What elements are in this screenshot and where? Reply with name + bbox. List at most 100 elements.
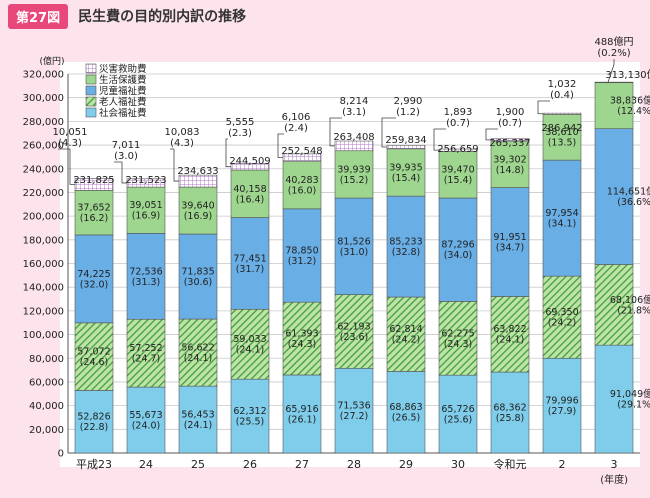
segment-value-label: 81,526 (31.0) (337, 236, 370, 258)
segment-value-label: 62,275 (24.3) (441, 328, 474, 350)
segment-value-label: 61,393 (24.3) (285, 329, 318, 351)
segment-value-label: 57,072 (24.6) (77, 347, 110, 369)
disaster-relief-label: 1,900 (0.7) (496, 107, 525, 129)
y-tick-label: 140,000 (23, 283, 64, 294)
bar-segment (74, 322, 114, 391)
y-tick-label: 240,000 (23, 164, 64, 175)
bar-segment (334, 150, 374, 199)
segment-value-label: 68,106億円(21.8%) (610, 294, 650, 317)
y-tick-label: 180,000 (23, 235, 64, 246)
segment-value-label: 97,954 (34.1) (545, 208, 578, 230)
y-tick-label: 40,000 (29, 401, 64, 412)
segment-value-label: 39,470 (15.4) (441, 165, 474, 187)
bar-segment (282, 374, 322, 454)
bar-segment (438, 301, 478, 376)
y-tick-label: 0 (58, 449, 64, 460)
segment-value-label: 38,610 (13.5) (545, 127, 578, 149)
bar-segment (230, 169, 270, 218)
segment-value-label: 87,296 (34.0) (441, 240, 474, 262)
x-tick-label: 29 (399, 458, 413, 471)
segment-value-label: 91,049億円(29.1%) (610, 388, 650, 411)
legend-swatch (85, 74, 97, 85)
disaster-relief-label: 6,106 (2.4) (282, 112, 311, 134)
x-tick-label: 24 (139, 458, 153, 471)
x-tick-label: 平成23 (76, 458, 112, 471)
data-labels: 52,826 (22.8) 57,072 (24.6) 74,225 (32.0) 37,6… (53, 35, 650, 433)
y-tick-label: 160,000 (23, 259, 64, 270)
bar-segment (542, 114, 582, 161)
x-tick-label: 30 (451, 458, 465, 471)
leader-line (114, 161, 127, 184)
bar-segment (542, 112, 582, 115)
bar-segment (542, 357, 582, 454)
legend-swatch (85, 96, 97, 107)
segment-value-label: 40,158 (16.4) (233, 184, 266, 206)
y-tick-label: 280,000 (23, 117, 64, 128)
bar-segment (230, 378, 270, 454)
bar-segment (334, 294, 374, 369)
segment-value-label: 85,233 (32.8) (389, 237, 422, 259)
x-axis-unit-label: (年度) (600, 473, 628, 486)
total-label: 256,659 (437, 144, 478, 155)
disaster-relief-label: 10,051 (4.3) (53, 127, 88, 149)
bar-segment (438, 150, 478, 199)
bar-segment (334, 367, 374, 454)
segment-value-label: 77,451 (31.7) (233, 253, 266, 275)
segment-value-label: 57,252 (24.7) (129, 343, 162, 365)
x-tick-label: 25 (191, 458, 205, 471)
bar-segment (178, 186, 218, 235)
figure-header: 第27図 民生費の目的別内訳の推移 (8, 3, 246, 29)
bar-segment (594, 128, 634, 265)
segment-value-label: 65,916 (26.1) (285, 404, 318, 426)
total-label: 244,509 (229, 156, 270, 167)
legend-swatch (85, 85, 97, 96)
figure-number-badge: 第27図 (8, 3, 69, 29)
segment-value-label: 62,312 (25.5) (233, 406, 266, 428)
disaster-relief-label: 7,011 (3.0) (112, 140, 141, 162)
y-tick-label: 200,000 (23, 212, 64, 223)
x-tick-label: 令和元 (494, 457, 527, 471)
x-tick-label: 3 (611, 458, 618, 471)
total-label: 234,633 (177, 166, 218, 177)
bar-segment (386, 296, 426, 372)
segment-value-label: 65,726 (25.6) (441, 404, 474, 426)
segment-value-label: 52,826 (22.8) (77, 412, 110, 434)
leader-line (433, 128, 446, 151)
total-label: 231,523 (125, 175, 166, 186)
segment-value-label: 74,225 (32.0) (77, 269, 110, 291)
y-tick-label: 60,000 (29, 377, 64, 388)
total-label: 286,942 (541, 123, 582, 134)
bar-segment (74, 190, 114, 236)
segment-value-label: 38,836億円(12.4%) (610, 95, 650, 118)
bar-segment (178, 233, 218, 320)
bar-segment (74, 234, 114, 324)
segment-value-label: 59,033 (24.1) (233, 334, 266, 356)
bar-segment (178, 318, 218, 387)
bar-segment (594, 81, 634, 84)
segment-value-label: 55,673 (24.0) (129, 410, 162, 432)
segment-value-label: 39,939 (15.2) (337, 164, 370, 186)
leader-line (607, 59, 615, 83)
total-label: 263,408 (333, 132, 374, 143)
y-tick-label: 120,000 (23, 306, 64, 317)
legend-label: 生活保護費 (99, 74, 147, 86)
bar-segment (438, 197, 478, 302)
segment-value-label: 63,822 (24.1) (493, 324, 526, 346)
leader-line (329, 117, 342, 147)
leader-line (537, 100, 550, 115)
x-tick-label: 27 (295, 458, 309, 471)
y-axis-unit-label: (億円) (39, 55, 64, 67)
segment-value-label: 68,863 (26.5) (389, 402, 422, 424)
bar-segment (74, 390, 114, 454)
segment-value-label: 39,302 (14.8) (493, 154, 526, 176)
x-tick-label: 26 (243, 458, 257, 471)
disaster-relief-label: 2,990 (1.2) (394, 96, 423, 118)
y-tick-label: 260,000 (23, 141, 64, 152)
segment-value-label: 39,640 (16.9) (181, 201, 214, 223)
disaster-relief-label: 1,032 (0.4) (548, 79, 577, 101)
segment-value-label: 78,850 (31.2) (285, 246, 318, 268)
y-tick-label: 20,000 (29, 425, 64, 436)
bar-segment (282, 160, 322, 210)
segment-value-label: 37,652 (16.2) (77, 203, 110, 225)
